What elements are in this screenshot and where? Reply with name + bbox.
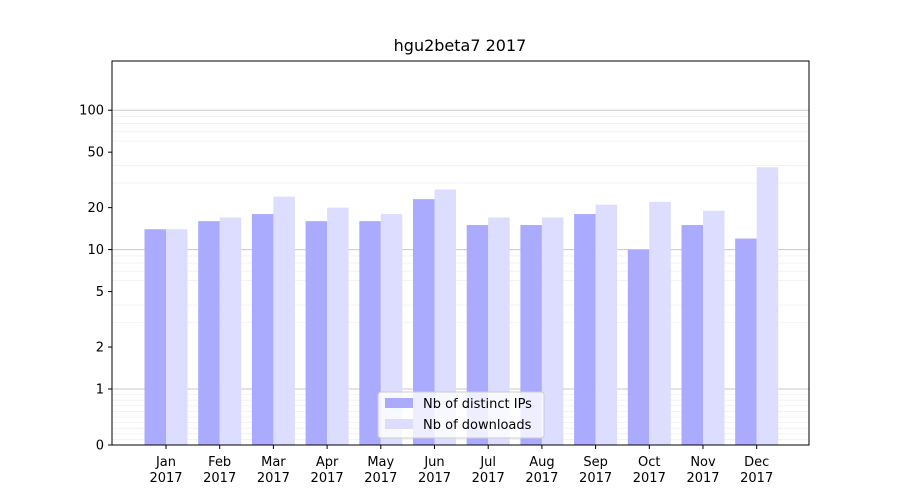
- y-tick-label: 5: [96, 285, 104, 300]
- x-tick-label-year: 2017: [364, 471, 397, 486]
- x-tick-label-month: Sep: [583, 455, 608, 470]
- chart-title: hgu2beta7 2017: [394, 36, 527, 55]
- bar-distinct-ips: [198, 221, 220, 445]
- x-tick-label-year: 2017: [203, 471, 236, 486]
- x-tick-label-year: 2017: [740, 471, 773, 486]
- x-tick-label-year: 2017: [418, 471, 451, 486]
- bar-downloads: [327, 207, 349, 445]
- legend-box: [377, 391, 545, 439]
- x-tick-label-year: 2017: [579, 471, 612, 486]
- legend: Nb of distinct IPs Nb of downloads: [377, 391, 545, 439]
- bar-downloads: [166, 229, 188, 445]
- y-tick-label: 100: [79, 104, 104, 119]
- bar-distinct-ips: [413, 199, 435, 445]
- bar-downloads: [595, 204, 618, 445]
- legend-label: Nb of downloads: [423, 418, 532, 433]
- bar-distinct-ips: [251, 214, 274, 445]
- y-tick-label: 2: [96, 341, 104, 356]
- x-tick-label-year: 2017: [257, 471, 290, 486]
- x-tick-label-month: Oct: [638, 455, 660, 470]
- x-tick-label-month: Nov: [690, 455, 716, 470]
- bar-distinct-ips: [359, 221, 381, 445]
- x-tick-label-year: 2017: [472, 471, 505, 486]
- x-tick-label-month: Feb: [208, 455, 231, 470]
- x-tick-label-year: 2017: [525, 471, 558, 486]
- bar-downloads: [380, 214, 403, 445]
- y-tick-label: 0: [96, 439, 104, 454]
- y-axis: 0 1 2 5 10 20 50 100: [79, 104, 112, 454]
- legend-swatch: [385, 419, 413, 429]
- bar-distinct-ips: [144, 229, 166, 445]
- x-tick-label-year: 2017: [311, 471, 344, 486]
- bars: [144, 167, 779, 445]
- bar-downloads: [756, 167, 779, 445]
- bar-distinct-ips: [305, 221, 328, 445]
- bar-distinct-ips: [681, 225, 703, 445]
- y-tick-label: 1: [96, 383, 104, 398]
- bar-distinct-ips: [574, 214, 596, 445]
- bar-distinct-ips: [466, 225, 489, 445]
- y-tick-label: 10: [87, 243, 104, 258]
- legend-label: Nb of distinct IPs: [423, 397, 532, 412]
- y-tick-label: 20: [87, 201, 104, 216]
- bar-downloads: [488, 217, 510, 445]
- bar-downloads: [219, 217, 242, 445]
- bar-downloads: [273, 196, 295, 445]
- bar-distinct-ips: [627, 249, 650, 445]
- x-tick-label-month: Apr: [316, 455, 339, 470]
- x-tick-label-month: Jan: [155, 455, 176, 470]
- bar-distinct-ips: [735, 238, 757, 445]
- bar-downloads: [703, 210, 725, 445]
- bar-downloads: [434, 189, 456, 445]
- x-tick-label-year: 2017: [686, 471, 719, 486]
- x-tick-label-month: Aug: [529, 455, 554, 470]
- x-tick-label-year: 2017: [633, 471, 666, 486]
- x-tick-label-month: Mar: [261, 455, 286, 470]
- plot-frame: [111, 60, 810, 446]
- x-tick-label-month: Jun: [423, 455, 444, 470]
- x-axis: Jan2017Feb2017Mar2017Apr2017May2017Jun20…: [149, 445, 773, 486]
- bar-downloads: [649, 201, 671, 445]
- x-tick-label-year: 2017: [149, 471, 182, 486]
- bar-downloads: [541, 217, 564, 445]
- x-tick-label-month: Jul: [479, 455, 496, 470]
- x-tick-label-month: May: [367, 455, 394, 470]
- bar-distinct-ips: [520, 225, 542, 445]
- y-tick-label: 50: [87, 146, 104, 161]
- x-tick-label-month: Dec: [744, 455, 769, 470]
- legend-swatch: [385, 398, 413, 408]
